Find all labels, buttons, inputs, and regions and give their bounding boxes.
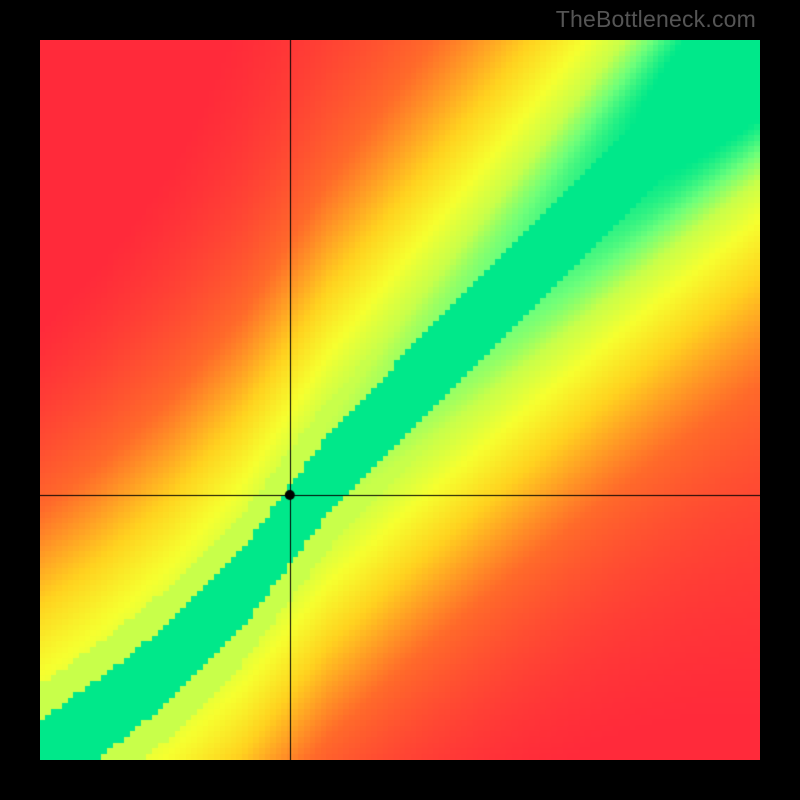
plot-area (40, 40, 760, 760)
bottleneck-heatmap (40, 40, 760, 760)
watermark-text: TheBottleneck.com (556, 6, 756, 33)
chart-frame: TheBottleneck.com (0, 0, 800, 800)
